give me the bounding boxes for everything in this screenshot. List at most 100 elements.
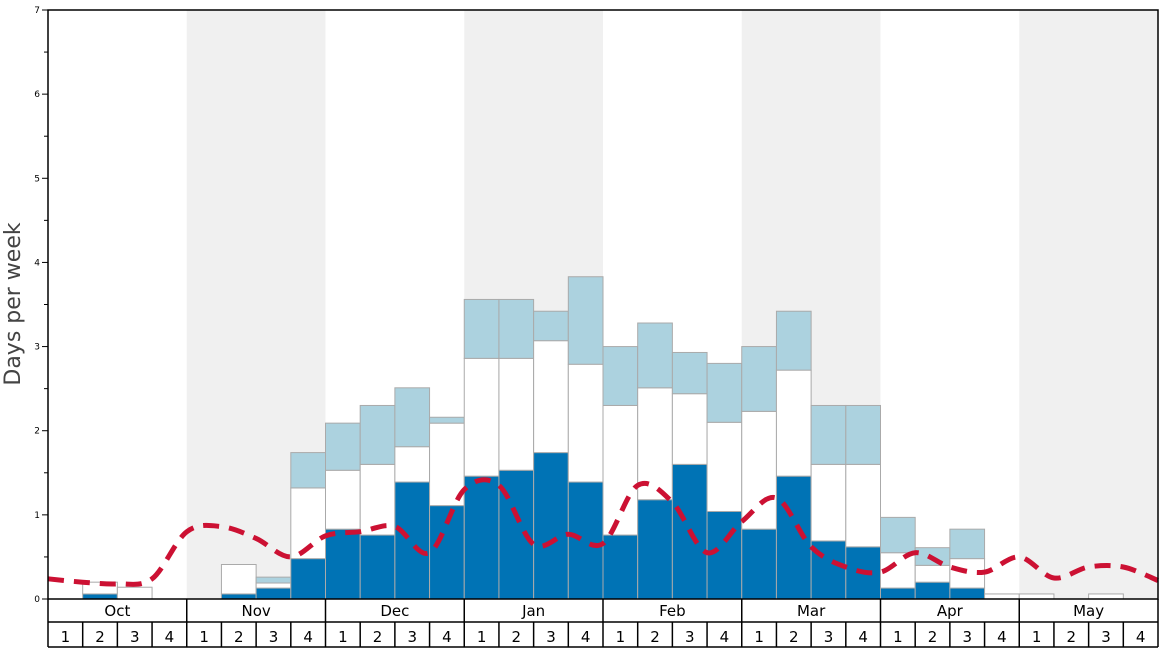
week-label: 2 [1067, 628, 1077, 646]
bar-white-13 [498, 357, 535, 471]
bar-light-11 [429, 416, 465, 424]
week-label: 4 [581, 628, 591, 646]
bar-dark-15 [567, 481, 604, 600]
week-label: 1 [61, 628, 71, 646]
bar-dark-19 [706, 510, 743, 600]
bar-dark-7 [290, 558, 326, 600]
bar-white-6 [255, 582, 292, 589]
week-label: 3 [685, 628, 695, 646]
y-tick-label: 0 [34, 595, 40, 605]
bar-light-17 [637, 322, 673, 389]
week-label: 1 [477, 628, 487, 646]
month-label-mar: Mar [797, 602, 826, 620]
week-label: 4 [1136, 628, 1146, 646]
bar-dark-6 [255, 587, 292, 600]
bar-light-15 [567, 276, 604, 365]
y-axis-label: Days per week [1, 222, 26, 385]
week-label: 1 [616, 628, 626, 646]
bar-white-20 [741, 410, 777, 530]
bar-dark-8 [325, 528, 361, 600]
bar-dark-10 [394, 481, 431, 600]
bar-dark-9 [359, 534, 396, 600]
week-label: 2 [650, 628, 660, 646]
bar-white-23 [845, 463, 881, 548]
bar-light-20 [741, 346, 777, 412]
bar-white-18 [671, 393, 708, 465]
week-label: 3 [824, 628, 834, 646]
bar-light-13 [498, 298, 535, 359]
bar-light-22 [810, 404, 847, 465]
week-label: 4 [997, 628, 1007, 646]
bar-white-8 [325, 469, 361, 530]
bar-dark-5 [220, 593, 257, 600]
week-label: 3 [546, 628, 556, 646]
bar-white-9 [359, 463, 396, 536]
week-label: 2 [373, 628, 383, 646]
bar-dark-14 [533, 452, 569, 600]
bar-light-9 [359, 404, 396, 465]
month-shade-may [1019, 10, 1158, 599]
week-label: 4 [442, 628, 452, 646]
bar-light-21 [775, 310, 812, 371]
week-label: 3 [130, 628, 140, 646]
bar-white-19 [706, 421, 743, 512]
bar-white-30 [1088, 593, 1124, 600]
month-label-oct: Oct [104, 602, 130, 620]
week-label: 1 [199, 628, 209, 646]
week-label: 2 [512, 628, 522, 646]
y-tick-label: 2 [34, 427, 40, 437]
y-tick-label: 3 [34, 343, 40, 353]
week-label: 1 [754, 628, 764, 646]
bar-light-23 [845, 404, 881, 465]
bar-light-10 [394, 387, 431, 448]
bar-white-5 [220, 564, 257, 595]
month-label-jan: Jan [521, 602, 545, 620]
week-label: 4 [720, 628, 730, 646]
bar-white-11 [429, 422, 465, 507]
week-label: 4 [303, 628, 313, 646]
trend-line [47, 477, 1159, 587]
week-label: 2 [95, 628, 105, 646]
week-label: 3 [407, 628, 417, 646]
week-label: 3 [1101, 628, 1111, 646]
y-tick-label: 4 [34, 258, 40, 268]
y-tick-label: 6 [34, 90, 40, 100]
week-label: 2 [234, 628, 244, 646]
bar-white-22 [810, 463, 847, 542]
week-label: 1 [338, 628, 348, 646]
bar-white-12 [463, 357, 500, 477]
y-tick-label: 7 [34, 6, 40, 16]
week-label: 2 [928, 628, 938, 646]
bar-white-25 [914, 564, 951, 583]
bar-light-12 [463, 298, 500, 359]
bar-light-19 [706, 362, 743, 423]
bar-dark-20 [741, 528, 777, 600]
bar-dark-12 [463, 475, 500, 600]
month-label-may: May [1073, 602, 1104, 620]
bar-light-14 [533, 310, 569, 342]
week-label: 4 [165, 628, 175, 646]
week-label: 1 [1032, 628, 1042, 646]
month-label-apr: Apr [937, 602, 964, 620]
bar-white-2 [116, 586, 153, 600]
bar-white-14 [533, 340, 569, 454]
bar-light-24 [880, 516, 916, 554]
y-axis: 0 1 2 3 4 5 6 7 [34, 6, 48, 605]
week-label: 1 [893, 628, 903, 646]
x-axis: Oct Nov Dec Jan Feb Mar Apr May 1 2 3 4 1 2 3 4 1 2 3 4 1 2 3 4… [47, 599, 1159, 648]
y-tick-label: 1 [34, 511, 40, 521]
bar-dark-25 [914, 581, 951, 600]
bar-dark-16 [602, 534, 639, 600]
bar-light-6 [255, 576, 292, 584]
bar-white-10 [394, 446, 431, 483]
bar-white-16 [602, 404, 639, 536]
bar-light-8 [325, 422, 361, 471]
month-label-feb: Feb [659, 602, 686, 620]
bar-light-16 [602, 346, 639, 406]
bar-dark-26 [949, 587, 986, 600]
bar-white-7 [290, 487, 326, 560]
bar-light-7 [290, 452, 326, 489]
bar-white-15 [567, 363, 604, 483]
week-label: 2 [789, 628, 799, 646]
